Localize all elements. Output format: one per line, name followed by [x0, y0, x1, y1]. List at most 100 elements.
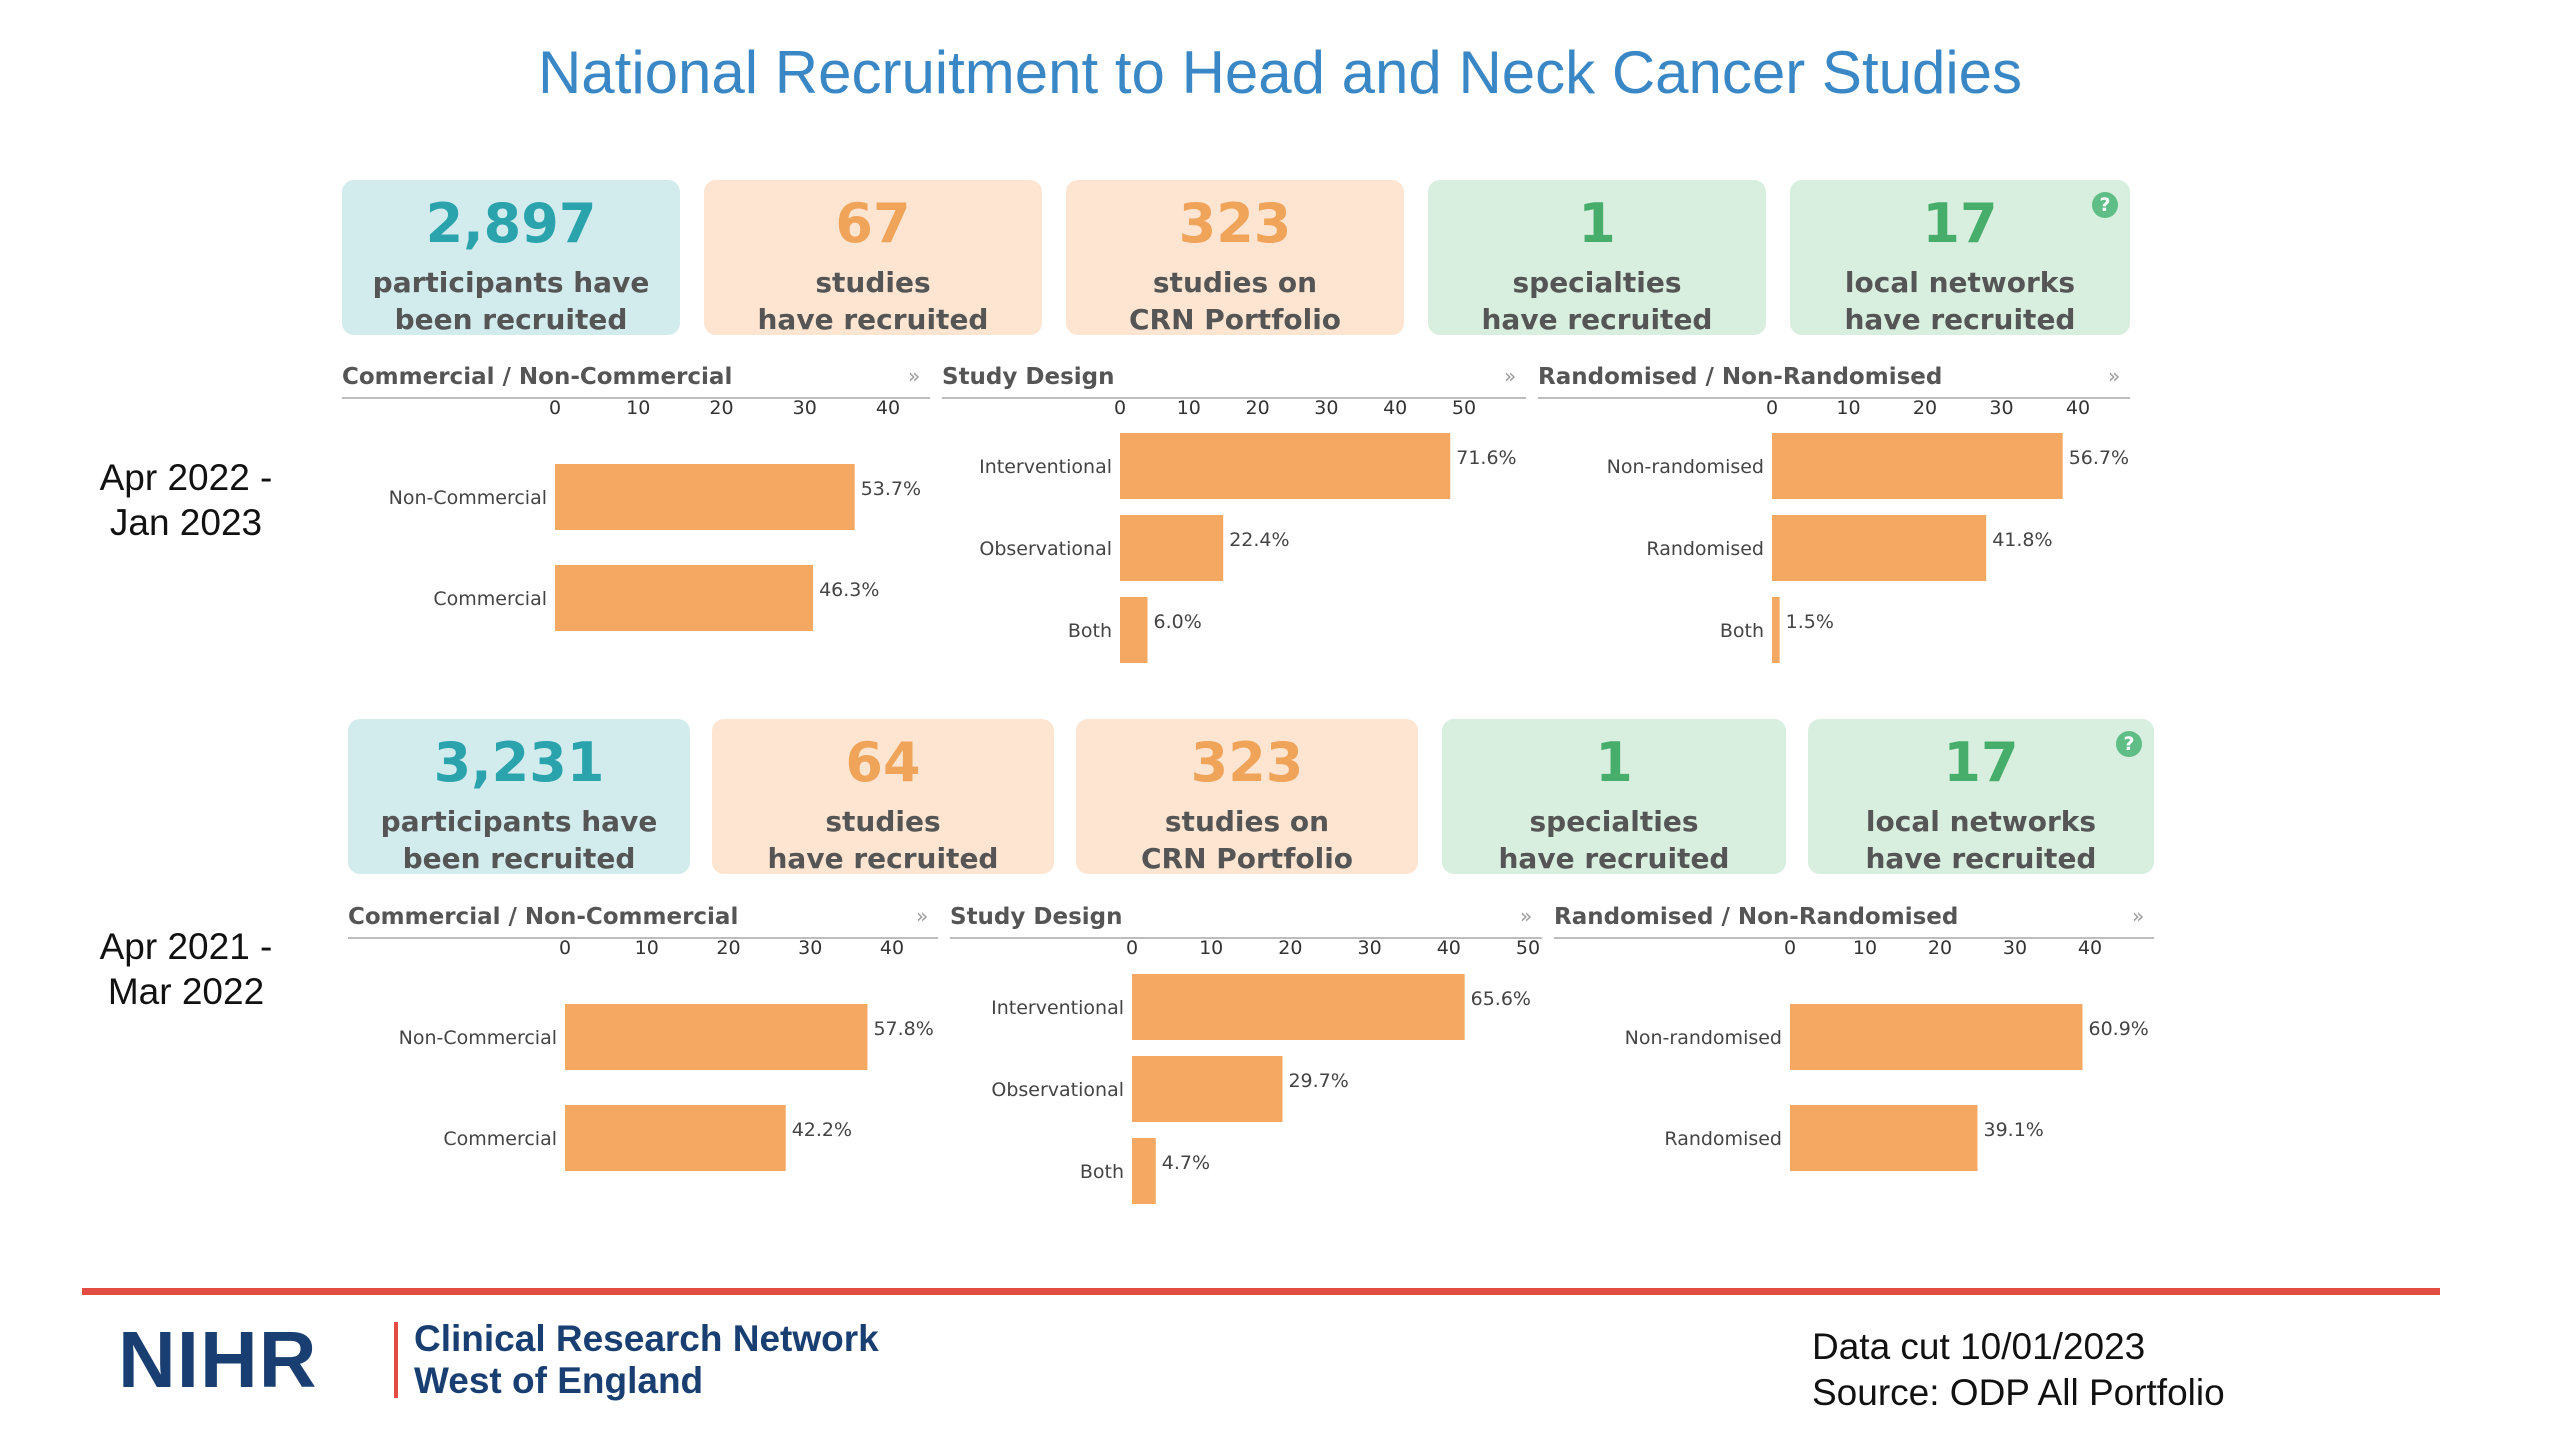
x-tick-label: 20: [1928, 937, 1952, 959]
bar[interactable]: [565, 1004, 868, 1070]
category-label: Non-randomised: [1607, 456, 1764, 478]
period-label-current: Apr 2022 - Jan 2023: [56, 455, 316, 545]
period-label-line1: Apr 2021 -: [99, 926, 273, 967]
bar[interactable]: [555, 464, 855, 530]
bar-value-label: 65.6%: [1471, 988, 1531, 1010]
kpi-label: studies have recruited: [757, 266, 989, 336]
bar[interactable]: [1120, 433, 1451, 499]
x-tick-label: 20: [716, 937, 740, 959]
x-tick-label: 20: [1246, 397, 1270, 419]
bar[interactable]: [1132, 1138, 1156, 1204]
kpi-label: participants have been recruited: [372, 266, 650, 336]
data-source-note: Data cut 10/01/2023 Source: ODP All Port…: [1812, 1324, 2225, 1416]
x-tick-label: 0: [1766, 397, 1778, 419]
chart-title: Study Design: [942, 364, 1115, 390]
x-tick-label: 40: [2078, 937, 2102, 959]
logo-separator: [394, 1322, 398, 1398]
x-tick-label: 40: [880, 937, 904, 959]
expand-chevron-icon[interactable]: »: [916, 904, 929, 928]
bar[interactable]: [1790, 1105, 1978, 1171]
bar-value-label: 53.7%: [861, 478, 921, 500]
source-text: Source: ODP All Portfolio: [1812, 1372, 2225, 1413]
kpi-value: 323: [1190, 731, 1304, 794]
x-tick-label: 10: [1199, 937, 1223, 959]
bar[interactable]: [1772, 597, 1780, 663]
kpi-value: 2,897: [425, 192, 597, 255]
kpi-studies-portfolio-card: 323 studies on CRN Portfolio: [1076, 719, 1418, 875]
bar[interactable]: [1132, 1056, 1283, 1122]
chart-commercial-current: Commercial / Non-Commercial » 0 10 20 30 40 Non…: [342, 364, 930, 638]
x-tick-label: 40: [2066, 397, 2090, 419]
bar-value-label: 41.8%: [1992, 529, 2052, 551]
bar-value-label: 60.9%: [2089, 1018, 2149, 1040]
bar[interactable]: [565, 1105, 786, 1171]
x-tick-label: 10: [1177, 397, 1201, 419]
category-label: Interventional: [979, 456, 1112, 478]
category-label: Randomised: [1664, 1128, 1782, 1150]
chart-study-design-previous: Study Design » 0 10 20 30 40 50 Interventional 65…: [950, 904, 1542, 1211]
x-tick-label: 0: [1114, 397, 1126, 419]
bar[interactable]: [1790, 1004, 2083, 1070]
kpi-label: studies have recruited: [767, 805, 999, 875]
expand-chevron-icon[interactable]: »: [908, 364, 921, 388]
kpi-local-networks-card: 17 local networks have recruited ?: [1790, 180, 2130, 336]
expand-chevron-icon[interactable]: »: [1504, 364, 1517, 388]
footer-divider: [82, 1288, 2440, 1295]
bar-value-label: 1.5%: [1786, 611, 1834, 633]
kpi-label: specialties have recruited: [1481, 266, 1713, 336]
chart-title: Commercial / Non-Commercial: [348, 904, 739, 930]
bar[interactable]: [555, 565, 814, 631]
bar-value-label: 39.1%: [1984, 1119, 2044, 1141]
x-tick-label: 0: [549, 397, 561, 419]
chart-randomised-previous: Randomised / Non-Randomised » 0 10 20 30 40 Non…: [1554, 904, 2154, 1178]
kpi-value: 64: [845, 731, 921, 794]
bar-chart-svg: 0 10 20 30 40 Non-randomised 56.7% Randomised 41…: [1538, 397, 2130, 663]
help-icon[interactable]: ?: [2116, 731, 2142, 757]
bar-chart-svg: 0 10 20 30 40 Non-randomised 60.9% Randomised 39…: [1554, 937, 2154, 1171]
bar-chart-svg: 0 10 20 30 40 Non-Commercial 53.7% Commercial 46…: [342, 397, 930, 631]
org-name-line2: West of England: [414, 1360, 704, 1401]
category-label: Commercial: [443, 1128, 557, 1150]
bar[interactable]: [1120, 515, 1224, 581]
bar-value-label: 4.7%: [1162, 1152, 1210, 1174]
category-label: Non-Commercial: [399, 1027, 557, 1049]
nihr-logo-text: NIHR: [118, 1315, 318, 1404]
bar-value-label: 29.7%: [1288, 1070, 1348, 1092]
x-tick-label: 0: [1784, 937, 1796, 959]
x-tick-label: 10: [1853, 937, 1877, 959]
bar-value-label: 56.7%: [2069, 447, 2129, 469]
x-tick-label: 10: [626, 397, 650, 419]
period-label-line2: Mar 2022: [107, 971, 265, 1012]
category-label: Randomised: [1646, 538, 1764, 560]
category-label: Both: [1720, 620, 1764, 642]
kpi-studies-recruited-card: 64 studies have recruited: [712, 719, 1054, 875]
kpi-label: local networks have recruited: [1865, 805, 2097, 875]
bar-value-label: 46.3%: [819, 579, 879, 601]
period-label-line2: Jan 2023: [109, 502, 263, 543]
x-tick-label: 50: [1452, 397, 1476, 419]
bar[interactable]: [1772, 515, 1987, 581]
bar[interactable]: [1772, 433, 2063, 499]
bar-chart-svg: 0 10 20 30 40 50 Interventional 71.6% Observatio…: [942, 397, 1526, 663]
expand-chevron-icon[interactable]: »: [2132, 904, 2145, 928]
bar[interactable]: [1132, 974, 1465, 1040]
category-label: Non-Commercial: [389, 487, 547, 509]
kpi-value: 17: [1922, 192, 1998, 255]
bar[interactable]: [1120, 597, 1148, 663]
category-label: Observational: [979, 538, 1112, 560]
help-icon[interactable]: ?: [2092, 192, 2118, 218]
category-label: Both: [1068, 620, 1112, 642]
chart-title: Randomised / Non-Randomised: [1538, 364, 1943, 390]
x-tick-label: 0: [1126, 937, 1138, 959]
kpi-value: 1: [1578, 192, 1616, 255]
expand-chevron-icon[interactable]: »: [1520, 904, 1533, 928]
x-tick-label: 10: [1836, 397, 1860, 419]
page-title: National Recruitment to Head and Neck Ca…: [537, 39, 2023, 106]
bar-value-label: 57.8%: [873, 1018, 933, 1040]
bar-value-label: 71.6%: [1456, 447, 1516, 469]
org-name-line1: Clinical Research Network: [414, 1318, 879, 1359]
expand-chevron-icon[interactable]: »: [2108, 364, 2121, 388]
kpi-studies-portfolio-card: 323 studies on CRN Portfolio: [1066, 180, 1404, 336]
kpi-participants-card: 3,231 participants have been recruited: [348, 719, 690, 875]
kpi-value: 3,231: [433, 731, 605, 794]
